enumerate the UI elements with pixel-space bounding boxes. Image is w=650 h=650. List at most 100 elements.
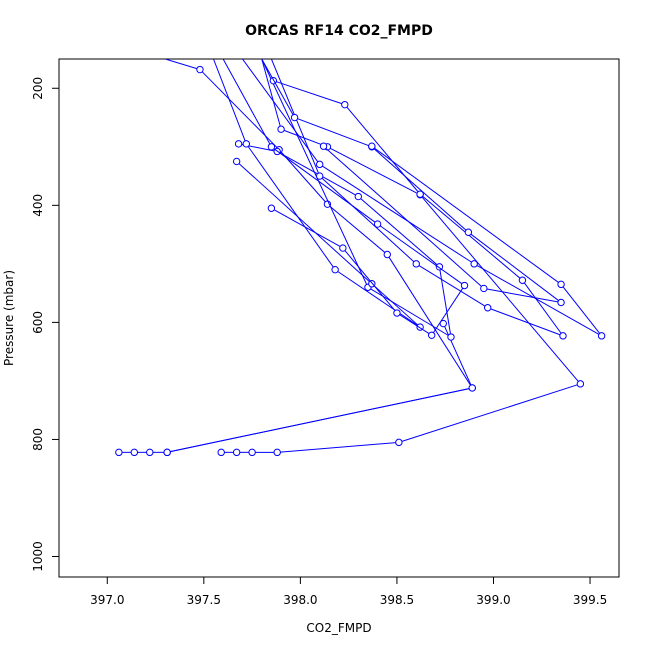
data-point xyxy=(234,140,243,148)
data-point xyxy=(460,281,469,290)
series-segment xyxy=(360,198,438,266)
x-axis-label: CO2_FMPD xyxy=(306,621,371,635)
series-segment xyxy=(421,196,579,382)
series-segment xyxy=(330,147,418,194)
series-segment xyxy=(322,165,472,263)
data-point xyxy=(393,309,401,317)
data-point xyxy=(464,228,473,236)
data-point xyxy=(518,276,527,284)
series-7 xyxy=(269,59,567,340)
series-segment xyxy=(388,256,471,386)
data-point xyxy=(242,140,251,148)
data-point xyxy=(319,142,328,150)
data-point xyxy=(383,250,391,259)
series-segment xyxy=(261,59,368,285)
y-tick-label: 200 xyxy=(31,77,45,100)
data-point xyxy=(217,448,225,457)
series-layer xyxy=(115,59,606,457)
data-point xyxy=(315,160,324,169)
data-point xyxy=(196,65,204,74)
series-segment xyxy=(297,118,370,147)
series-segment xyxy=(476,264,600,335)
data-point xyxy=(248,448,256,457)
series-segment xyxy=(490,308,561,336)
series-segment xyxy=(401,384,578,442)
data-point xyxy=(427,331,436,339)
plot-frame xyxy=(58,58,620,578)
data-point xyxy=(483,304,492,312)
data-point xyxy=(146,448,154,457)
x-tick-label: 399.5 xyxy=(573,593,607,607)
series-segment xyxy=(165,59,198,70)
series-segment xyxy=(399,314,430,334)
series-9 xyxy=(242,59,606,340)
data-point xyxy=(395,438,403,447)
data-point xyxy=(480,284,488,293)
data-point xyxy=(277,125,285,133)
data-point xyxy=(163,448,171,457)
data-point xyxy=(267,143,276,151)
data-point xyxy=(115,448,123,457)
y-tick-label: 400 xyxy=(31,194,45,217)
series-segment xyxy=(321,177,415,263)
data-point xyxy=(130,448,139,457)
x-tick-label: 399.0 xyxy=(476,593,510,607)
series-segment xyxy=(325,147,482,287)
series-segment xyxy=(280,151,326,203)
data-point xyxy=(232,157,241,166)
y-axis: 200 400 600 800 1000 xyxy=(31,77,59,572)
x-axis: 397.0 397.5 398.0 398.5 399.0 399.5 xyxy=(90,577,607,607)
chart-title: ORCAS RF14 CO2_FMPD xyxy=(245,23,433,39)
series-segment xyxy=(562,286,601,334)
data-point xyxy=(331,266,339,274)
series-segment xyxy=(379,225,463,285)
series-segment xyxy=(373,285,419,326)
x-tick-label: 398.0 xyxy=(283,593,317,607)
data-point xyxy=(416,190,424,198)
data-point xyxy=(373,220,382,228)
data-point xyxy=(470,260,478,268)
x-tick-label: 397.5 xyxy=(187,593,221,607)
series-3 xyxy=(217,59,585,457)
x-tick-label: 397.0 xyxy=(90,593,124,607)
series-segment xyxy=(344,250,396,311)
data-point xyxy=(439,319,447,328)
series-segment xyxy=(418,265,486,307)
y-tick-label: 1000 xyxy=(31,541,45,572)
series-segment xyxy=(433,287,464,333)
series-segment xyxy=(374,147,559,283)
series-segment xyxy=(273,148,376,223)
series-segment xyxy=(213,59,246,142)
series-segment xyxy=(439,269,451,334)
y-axis-label: Pressure (mbar) xyxy=(2,270,16,366)
series-segment xyxy=(337,271,418,326)
series-segment xyxy=(261,59,281,127)
y-tick-label: 600 xyxy=(31,311,45,334)
y-tick-label: 800 xyxy=(31,428,45,451)
data-point xyxy=(290,113,299,122)
series-6 xyxy=(222,59,469,339)
series-4 xyxy=(234,59,455,341)
x-tick-label: 398.5 xyxy=(380,593,414,607)
series-segment xyxy=(247,146,334,268)
series-segment xyxy=(329,205,386,253)
data-point xyxy=(232,448,241,457)
series-8 xyxy=(261,59,565,307)
series-segment xyxy=(486,288,559,303)
series-segment xyxy=(222,59,271,145)
series-segment xyxy=(273,209,341,247)
data-point xyxy=(597,332,606,340)
series-2 xyxy=(163,59,476,457)
series-segment xyxy=(373,148,467,231)
data-point xyxy=(557,298,565,307)
data-point xyxy=(267,204,276,212)
series-segment xyxy=(346,106,419,193)
series-segment xyxy=(470,233,559,301)
data-point xyxy=(368,142,376,150)
series-segment xyxy=(523,282,562,334)
data-point xyxy=(315,172,324,180)
series-segment xyxy=(280,442,396,453)
data-point xyxy=(341,100,349,109)
data-point xyxy=(354,192,363,201)
